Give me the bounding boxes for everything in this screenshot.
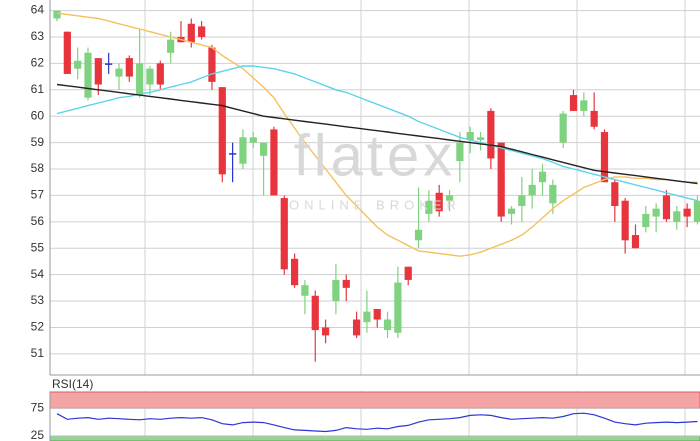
candle-body xyxy=(569,95,578,111)
candle-body xyxy=(683,208,691,217)
y-tick-label: 59 xyxy=(31,135,45,149)
y-tick-label: 57 xyxy=(31,188,45,202)
watermark: flatex ONLINE BROKER xyxy=(289,123,461,212)
candle-body xyxy=(167,39,175,53)
candle-body xyxy=(528,184,536,196)
candle-body xyxy=(662,195,671,220)
candle-body xyxy=(456,142,464,162)
candle-body xyxy=(559,113,567,143)
candle-body xyxy=(301,285,309,296)
candle-body xyxy=(373,308,381,320)
candle-body xyxy=(476,137,485,140)
moving-average xyxy=(56,83,698,185)
y-tick-label: 56 xyxy=(31,214,45,228)
candle-body xyxy=(487,110,495,159)
candle-body xyxy=(445,195,454,201)
candle-body xyxy=(693,200,700,222)
candle-body xyxy=(518,195,526,206)
candle-body xyxy=(652,208,660,217)
candle-body xyxy=(332,279,340,302)
candle-body xyxy=(146,68,154,85)
candle-body xyxy=(198,26,206,37)
candle-body xyxy=(414,229,423,241)
candle-body xyxy=(280,198,288,270)
candle-body xyxy=(187,23,195,43)
candle-body xyxy=(590,110,598,127)
candle-body xyxy=(342,279,350,288)
y-tick-label: 53 xyxy=(31,293,45,307)
candle-body xyxy=(218,87,226,175)
y-tick-label: 64 xyxy=(31,3,45,17)
candle-body xyxy=(425,200,433,214)
candle-body xyxy=(600,132,609,183)
candle-body xyxy=(507,208,516,214)
candle-body xyxy=(125,58,133,77)
watermark-tagline: ONLINE BROKER xyxy=(289,197,461,212)
candle-body xyxy=(621,200,629,241)
candle-body xyxy=(466,132,474,140)
rsi-line xyxy=(56,412,698,433)
moving-average xyxy=(56,12,698,257)
y-tick-label: 61 xyxy=(31,82,45,96)
y-tick-label: 54 xyxy=(31,267,45,281)
y-tick-label: 51 xyxy=(31,346,45,360)
candle-body xyxy=(156,63,164,85)
candle-body xyxy=(94,58,102,85)
y-tick-label: 52 xyxy=(31,320,45,334)
candle-body xyxy=(229,153,237,155)
y-tick-label: 63 xyxy=(31,29,45,43)
y-tick-label: 75 xyxy=(31,400,45,414)
candle-body xyxy=(311,295,319,331)
candle-body xyxy=(611,182,619,206)
candle-body xyxy=(404,266,412,280)
moving-average xyxy=(56,65,698,202)
candle-body xyxy=(497,142,505,217)
watermark-logo: flatex xyxy=(294,123,457,188)
candle-body xyxy=(208,47,216,82)
candle-body xyxy=(239,137,247,164)
y-tick-label: 25 xyxy=(31,428,45,441)
y-tick-label: 55 xyxy=(31,240,45,254)
candle-body xyxy=(53,10,61,19)
y-tick-label: 62 xyxy=(31,56,45,70)
y-tick-label: 58 xyxy=(31,161,45,175)
candle-body xyxy=(105,63,113,65)
candle-body xyxy=(115,68,123,77)
candle-body xyxy=(270,129,278,196)
candle-body xyxy=(136,63,144,96)
candle-body xyxy=(580,100,588,111)
candle-body xyxy=(249,137,257,143)
candle-body xyxy=(435,192,443,212)
candle-body xyxy=(631,235,640,249)
candle-body xyxy=(673,211,681,222)
candle-body xyxy=(321,327,330,336)
candle-body xyxy=(84,52,92,98)
candle-body xyxy=(642,213,650,228)
candle-body xyxy=(363,311,371,323)
candle-body xyxy=(383,319,392,331)
upper-band xyxy=(49,391,700,409)
y-tick-label: 60 xyxy=(31,108,45,122)
candle-body xyxy=(352,319,361,336)
candle-body xyxy=(260,142,268,156)
candle-body xyxy=(538,171,547,183)
candle-body xyxy=(394,282,402,333)
candle-body xyxy=(549,184,557,204)
candle-body xyxy=(290,258,299,286)
candle-body xyxy=(63,31,71,74)
panel-title: RSI(14) xyxy=(52,377,93,391)
lower-band xyxy=(49,435,700,441)
candle-body xyxy=(74,60,82,69)
